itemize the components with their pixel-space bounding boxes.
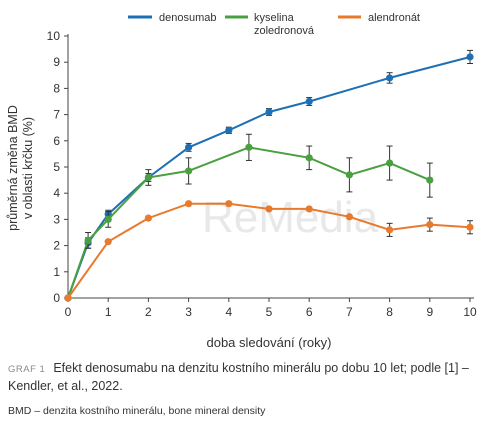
data-point-denosumab xyxy=(225,126,233,134)
data-point-denosumab xyxy=(185,143,193,151)
y-tick-label: 8 xyxy=(53,81,60,95)
y-tick-label: 5 xyxy=(53,160,60,174)
data-point-alendronat xyxy=(185,200,193,208)
x-tick-label: 0 xyxy=(65,305,72,319)
data-point-alendronat xyxy=(305,205,313,213)
data-point-zoledronova xyxy=(144,173,152,182)
data-point-zoledronova xyxy=(245,143,253,151)
data-point-zoledronova xyxy=(84,236,92,244)
data-point-alendronat xyxy=(225,200,233,208)
y-tick-label: 10 xyxy=(47,29,61,43)
data-point-alendronat xyxy=(345,213,353,221)
legend-label-zoledronova-line1: kyselina xyxy=(254,12,295,24)
data-point-alendronat xyxy=(466,223,474,231)
data-point-zoledronova xyxy=(185,167,193,175)
series-line-zoledronova xyxy=(67,146,431,299)
x-tick-label: 4 xyxy=(225,305,232,319)
data-point-zoledronova xyxy=(104,215,112,223)
y-tick-label: 6 xyxy=(53,134,60,148)
data-point-denosumab xyxy=(386,74,394,82)
x-tick-label: 2 xyxy=(145,305,152,319)
data-point-alendronat xyxy=(426,221,434,229)
legend-item-zoledronova: kyselina zoledronová xyxy=(225,12,315,37)
y-tick-label: 1 xyxy=(53,265,60,279)
y-tick-label: 2 xyxy=(53,239,60,253)
caption-text: Efekt denosumabu na denzitu kostního min… xyxy=(8,361,469,393)
legend-item-alendronat: alendronát xyxy=(338,12,420,24)
x-tick-label: 3 xyxy=(185,305,192,319)
caption-label: GRAF 1 xyxy=(8,364,46,375)
y-tick-label: 7 xyxy=(53,108,60,122)
y-tick-label: 0 xyxy=(53,291,60,305)
x-tick-label: 7 xyxy=(346,305,353,319)
data-point-denosumab xyxy=(305,97,313,106)
y-tick-label: 9 xyxy=(53,55,60,69)
plot-area xyxy=(64,49,474,302)
legend-item-denosumab: denosumab xyxy=(128,12,217,24)
data-point-zoledronova xyxy=(345,171,353,179)
x-tick-label: 1 xyxy=(105,305,112,319)
y-axis-label-line1: průměrná změna BMD xyxy=(6,105,20,231)
data-point-alendronat xyxy=(104,238,112,246)
data-point-zoledronova xyxy=(426,176,434,184)
x-tick-label: 10 xyxy=(463,305,477,319)
chart-legend: denosumab kyselina zoledronová alendroná… xyxy=(128,12,420,37)
legend-label-zoledronova-line2: zoledronová xyxy=(254,25,315,37)
data-point-alendronat xyxy=(386,226,394,234)
x-tick-label: 9 xyxy=(426,305,433,319)
legend-label-alendronat: alendronát xyxy=(368,12,420,24)
data-point-denosumab xyxy=(466,53,474,61)
data-point-alendronat xyxy=(64,294,72,302)
y-tick-label: 4 xyxy=(53,186,60,200)
footnote: BMD – denzita kostního minerálu, bone mi… xyxy=(8,405,266,417)
x-tick-label: 6 xyxy=(306,305,313,319)
x-axis-label: doba sledování (roky) xyxy=(206,335,331,350)
data-point-zoledronova xyxy=(305,154,313,162)
x-tick-label: 5 xyxy=(266,305,273,319)
y-tick-label: 3 xyxy=(53,212,60,226)
data-point-denosumab xyxy=(265,108,273,116)
data-point-alendronat xyxy=(144,214,152,222)
data-point-alendronat xyxy=(265,205,273,213)
data-point-zoledronova xyxy=(386,159,394,167)
legend-label-denosumab: denosumab xyxy=(159,12,217,24)
chart-axes: 0 1 2 3 4 5 6 7 8 9 10 0 1 2 3 4 5 6 7 8 9 10 xyxy=(47,29,477,319)
bmd-chart: denosumab kyselina zoledronová alendroná… xyxy=(6,12,477,350)
x-tick-label: 8 xyxy=(386,305,393,319)
y-axis-label-line2: v oblasti krčku (%) xyxy=(21,117,35,219)
series-line-denosumab xyxy=(67,56,471,299)
figure-caption: GRAF 1 Efekt denosumabu na denzitu kostní… xyxy=(8,360,496,395)
